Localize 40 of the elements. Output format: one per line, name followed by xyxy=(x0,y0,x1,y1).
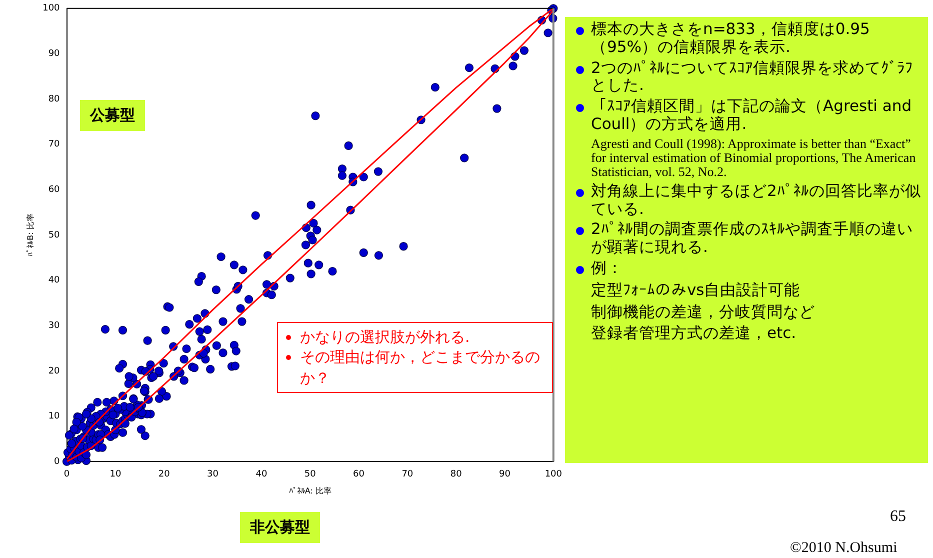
text: 定型ﾌｫｰﾑのみvs自由設計可能 xyxy=(590,280,802,300)
y-tick-label: 100 xyxy=(42,4,60,14)
text: 2つのﾊﾟﾈﾙについてｽｺｱ信頼限界を求めてｸﾞﾗﾌとした. xyxy=(575,58,922,96)
y-tick-label: 20 xyxy=(48,366,60,376)
y-tick-label: 0 xyxy=(54,456,60,467)
text: 例： xyxy=(575,259,922,278)
y-tick-label: 60 xyxy=(48,185,60,196)
x-tick-label: 60 xyxy=(353,469,365,480)
y-tick-label: 80 xyxy=(48,94,60,104)
annotation: かなりの選択肢が外れる. xyxy=(284,327,546,348)
text: 「ｽｺｱ信頼区間」は下記の論文（Agresti and Coull）の方式を適用. xyxy=(575,97,922,134)
text: 登録者管理方式の差違，etc. xyxy=(590,324,798,344)
x-tick-label: 50 xyxy=(304,469,316,480)
annotation: 公募型 xyxy=(80,100,145,131)
y-tick-label: 10 xyxy=(48,412,60,422)
x-tick-label: 30 xyxy=(207,469,219,480)
y-tick-label: 90 xyxy=(48,49,60,60)
y-tick-label: 70 xyxy=(48,140,60,150)
y-axis-title: ﾊﾟﾈﾙB: 比率 xyxy=(26,214,35,256)
x-tick-label: 40 xyxy=(256,469,268,480)
x-tick-label: 80 xyxy=(450,469,462,480)
x-tick-label: 10 xyxy=(110,469,122,480)
text: 標本の大きさをn=833，信頼度は0.95（95%）の信頼限界を表示. xyxy=(575,20,922,57)
text: ©2010 N.Ohsumi xyxy=(790,540,898,557)
x-tick-label: 0 xyxy=(64,469,70,480)
x-tick-label: 20 xyxy=(158,469,170,480)
y-tick-label: 40 xyxy=(48,276,60,286)
text: 非公募型 xyxy=(240,512,320,543)
text: 制御機能の差違，分岐質問など xyxy=(590,302,816,322)
x-axis-title: ﾊﾟﾈﾙA: 比率 xyxy=(288,486,332,496)
text: 65 xyxy=(890,508,906,526)
y-tick-label: 50 xyxy=(48,230,60,240)
text: Agresti and Coull (1998): Approximate is better than “Exact” for interval estimation of Binomial proportions, The American Statistician, vol. 52, No.2. xyxy=(590,136,917,180)
y-tick-label: 30 xyxy=(48,320,60,331)
x-tick-label: 70 xyxy=(402,469,414,480)
text: 2ﾊﾟﾈﾙ間の調査票作成のｽｷﾙや調査手順の違いが顕著に現れる. xyxy=(575,220,922,258)
text: 対角線上に集中するほど2ﾊﾟﾈﾙの回答比率が似ている. xyxy=(575,182,922,218)
annotation: その理由は何か，どこまで分かるのか？ xyxy=(284,347,546,388)
x-tick-label: 90 xyxy=(499,469,511,480)
x-tick-label: 100 xyxy=(544,469,562,480)
